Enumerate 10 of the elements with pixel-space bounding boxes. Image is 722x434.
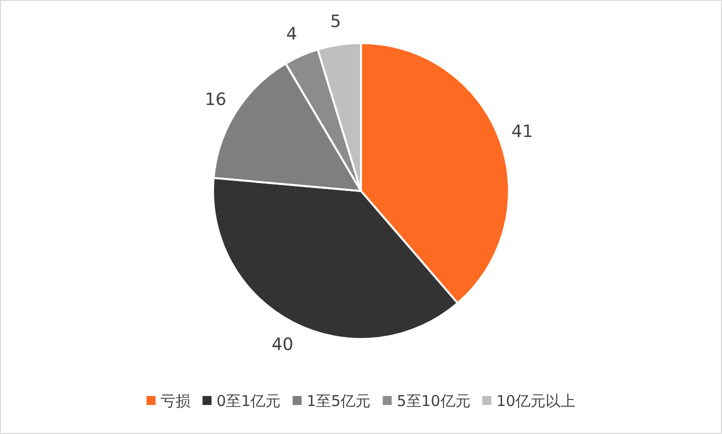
legend-label: 5至10亿元 bbox=[396, 392, 470, 410]
legend-label: 10亿元以上 bbox=[496, 392, 576, 410]
legend-label: 1至5亿元 bbox=[306, 392, 371, 410]
data-label: 41 bbox=[511, 122, 534, 142]
data-label: 40 bbox=[272, 335, 294, 356]
data-label: 16 bbox=[204, 90, 226, 110]
data-label: 4 bbox=[286, 24, 298, 45]
data-label: 5 bbox=[330, 12, 342, 32]
legend-label: 0至1亿元 bbox=[216, 392, 281, 410]
legend-label: 亏损 bbox=[160, 392, 191, 410]
